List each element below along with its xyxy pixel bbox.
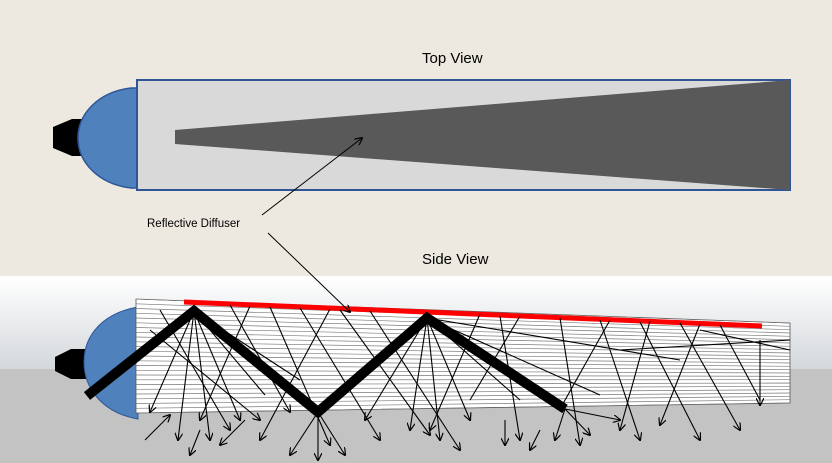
light-ray (559, 319, 611, 410)
reflective-diffuser-label: Reflective Diffuser (147, 218, 241, 230)
light-ray (200, 305, 251, 420)
light-ray (679, 322, 740, 430)
emitter-side (55, 349, 86, 379)
light-ray (639, 321, 700, 440)
light-ray (193, 310, 240, 420)
pipe-line (136, 327, 790, 344)
light-ray (369, 310, 460, 450)
pipe-line (136, 395, 790, 404)
pipe-line (136, 382, 790, 385)
light-ray (619, 339, 791, 351)
light-ray (229, 304, 290, 412)
light-ray (499, 315, 520, 440)
light-ray (719, 324, 761, 401)
light-ray (269, 306, 330, 445)
light-ray (339, 309, 430, 435)
top-view (53, 79, 791, 191)
light-ray (150, 310, 195, 412)
light-ray (159, 309, 230, 430)
light-ray (299, 307, 380, 440)
pipe-line (136, 360, 790, 367)
light-ray (555, 408, 566, 440)
light-ray (620, 320, 651, 430)
pipe-line (136, 385, 790, 390)
light-ray (365, 317, 428, 420)
pipe-line (136, 322, 790, 341)
light-ray (317, 411, 345, 455)
pipe-line (136, 365, 790, 371)
light-ray (564, 408, 620, 420)
light-ray (426, 317, 601, 396)
callout-arrow-side (267, 232, 350, 312)
light-ray (426, 317, 440, 440)
light-ray (530, 429, 541, 450)
side-view-title: Side View (422, 251, 489, 268)
top-view-title: Top View (422, 50, 483, 67)
light-ray (699, 329, 791, 351)
lens-dome-top (77, 87, 138, 189)
side-view (55, 298, 791, 460)
light-ray (426, 317, 521, 401)
light-ray (193, 310, 210, 440)
pipe-line (136, 374, 790, 377)
light-ray (260, 308, 331, 440)
light-ray (430, 313, 481, 430)
light-ray (426, 317, 681, 361)
light-ray (660, 323, 701, 425)
light-ray (144, 415, 170, 441)
pipe-line (136, 317, 790, 337)
callout-arrow-top (261, 138, 362, 216)
light-ray (564, 408, 590, 435)
light-ray (149, 329, 260, 420)
pipe-line (136, 308, 790, 331)
light-ray (559, 317, 580, 445)
light-ray (220, 419, 246, 445)
light-ray (599, 319, 640, 440)
light-rays (144, 304, 791, 460)
pipe-line (136, 392, 790, 400)
light-ray (469, 315, 521, 401)
light-ray (178, 310, 195, 440)
light-ray (290, 411, 319, 455)
light-ray (193, 310, 301, 381)
light-ray (190, 429, 201, 455)
light-ray (426, 317, 470, 420)
pipe-line (136, 389, 790, 395)
reflective-diffuser-top (175, 80, 790, 190)
reflective-strip (183, 299, 763, 329)
